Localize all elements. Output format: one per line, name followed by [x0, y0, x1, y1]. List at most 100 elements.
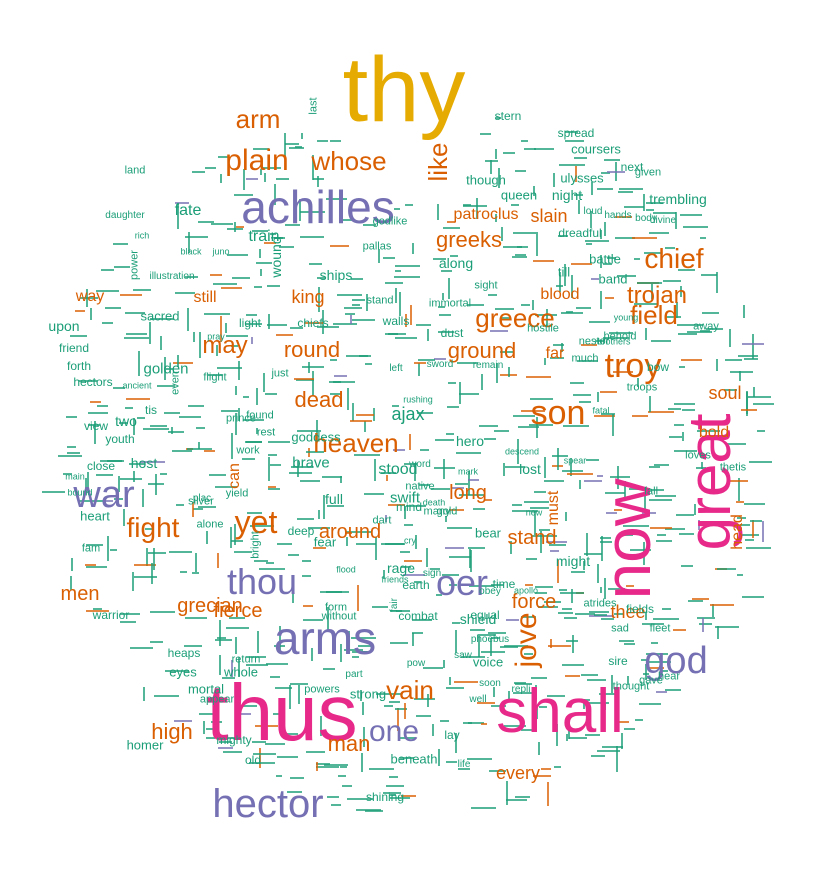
- cloud-filler-mark: [354, 454, 380, 456]
- cloud-word: friend: [58, 341, 90, 355]
- cloud-filler-mark: [269, 463, 281, 466]
- cloud-filler-mark: [118, 476, 121, 492]
- cloud-word: mark: [458, 466, 478, 477]
- cloud-filler-mark: [448, 277, 450, 300]
- cloud-word: bound: [67, 487, 93, 498]
- cloud-filler-mark: [389, 776, 398, 778]
- cloud-filler-mark: [133, 576, 158, 579]
- cloud-filler-mark: [585, 239, 610, 242]
- cloud-filler-mark: [567, 472, 594, 475]
- cloud-filler-mark: [586, 701, 610, 704]
- cloud-filler-mark: [174, 719, 193, 722]
- cloud-filler-mark: [99, 459, 125, 462]
- cloud-word: chief: [644, 243, 704, 274]
- cloud-filler-mark: [267, 453, 277, 456]
- cloud-word: homer: [126, 737, 164, 753]
- cloud-word: dart: [372, 514, 392, 527]
- cloud-filler-mark: [534, 592, 548, 595]
- cloud-word: trojan: [626, 282, 688, 309]
- cloud-filler-mark: [299, 480, 321, 483]
- cloud-word: wound: [268, 236, 284, 278]
- cloud-filler-mark: [533, 775, 551, 777]
- cloud-filler-mark: [257, 631, 259, 654]
- cloud-filler-mark: [647, 667, 664, 670]
- cloud-filler-mark: [716, 271, 719, 294]
- cloud-filler-mark: [612, 370, 633, 373]
- cloud-filler-mark: [322, 475, 343, 478]
- cloud-filler-mark: [599, 540, 613, 543]
- cloud-filler-mark: [324, 764, 349, 766]
- cloud-filler-mark: [172, 362, 193, 365]
- cloud-word: eyes: [169, 664, 197, 680]
- cloud-filler-mark: [406, 504, 426, 507]
- cloud-filler-mark: [380, 543, 404, 546]
- cloud-filler-mark: [492, 687, 495, 697]
- cloud-filler-mark: [687, 599, 703, 602]
- cloud-filler-mark: [599, 290, 602, 309]
- cloud-filler-mark: [57, 454, 82, 457]
- cloud-filler-mark: [153, 548, 156, 571]
- cloud-word: upon: [48, 318, 80, 334]
- cloud-word: stand: [507, 527, 557, 549]
- cloud-filler-mark: [134, 564, 156, 567]
- cloud-filler-mark: [716, 358, 719, 371]
- cloud-filler-mark: [297, 517, 314, 520]
- cloud-word: chiefs: [297, 316, 329, 330]
- cloud-filler-mark: [615, 237, 636, 240]
- cloud-filler-mark: [306, 451, 325, 453]
- cloud-filler-mark: [596, 474, 604, 477]
- cloud-word: close: [86, 459, 116, 473]
- cloud-filler-mark: [664, 247, 676, 250]
- cloud-filler-mark: [394, 708, 407, 710]
- cloud-filler-mark: [351, 303, 360, 306]
- cloud-filler-mark: [409, 305, 412, 326]
- cloud-word: god: [644, 640, 708, 682]
- cloud-filler-mark: [168, 431, 184, 434]
- cloud-filler-mark: [206, 737, 216, 740]
- cloud-word: alone: [196, 518, 224, 531]
- cloud-filler-mark: [403, 574, 426, 577]
- cloud-filler-mark: [267, 441, 290, 444]
- cloud-filler-mark: [641, 658, 649, 661]
- cloud-word: brave: [292, 454, 330, 472]
- cloud-word: cry: [404, 535, 416, 546]
- cloud-filler-mark: [84, 564, 97, 566]
- cloud-filler-mark: [603, 337, 629, 340]
- cloud-filler-mark: [700, 329, 711, 332]
- cloud-filler-mark: [326, 700, 341, 703]
- cloud-filler-mark: [288, 554, 300, 557]
- cloud-filler-mark: [619, 188, 644, 191]
- cloud-word: godlike: [372, 215, 408, 228]
- cloud-filler-mark: [571, 274, 574, 299]
- cloud-filler-mark: [179, 571, 188, 574]
- cloud-filler-mark: [536, 231, 539, 256]
- cloud-filler-mark: [147, 482, 164, 485]
- cloud-filler-mark: [441, 574, 460, 577]
- cloud-word: hectors: [73, 375, 113, 389]
- cloud-filler-mark: [133, 471, 136, 483]
- cloud-filler-mark: [484, 499, 493, 502]
- cloud-filler-mark: [372, 407, 375, 421]
- cloud-word: much: [571, 352, 599, 365]
- cloud-word: view: [83, 419, 109, 433]
- cloud-filler-mark: [648, 396, 651, 412]
- cloud-filler-mark: [302, 604, 313, 607]
- cloud-filler-mark: [382, 791, 402, 794]
- cloud-filler-mark: [291, 593, 294, 603]
- cloud-filler-mark: [553, 765, 561, 768]
- cloud-filler-mark: [581, 344, 597, 347]
- cloud-filler-mark: [275, 178, 289, 181]
- cloud-filler-mark: [237, 360, 240, 381]
- cloud-filler-mark: [445, 515, 447, 523]
- cloud-filler-mark: [283, 133, 286, 157]
- cloud-filler-mark: [447, 527, 473, 530]
- cloud-filler-mark: [356, 584, 359, 611]
- cloud-filler-mark: [517, 426, 539, 429]
- cloud-word: plac: [192, 493, 212, 504]
- cloud-filler-mark: [585, 533, 588, 556]
- cloud-word: swift: [390, 489, 420, 507]
- cloud-filler-mark: [124, 312, 145, 315]
- cloud-filler-mark: [136, 417, 146, 420]
- cloud-filler-mark: [66, 416, 78, 419]
